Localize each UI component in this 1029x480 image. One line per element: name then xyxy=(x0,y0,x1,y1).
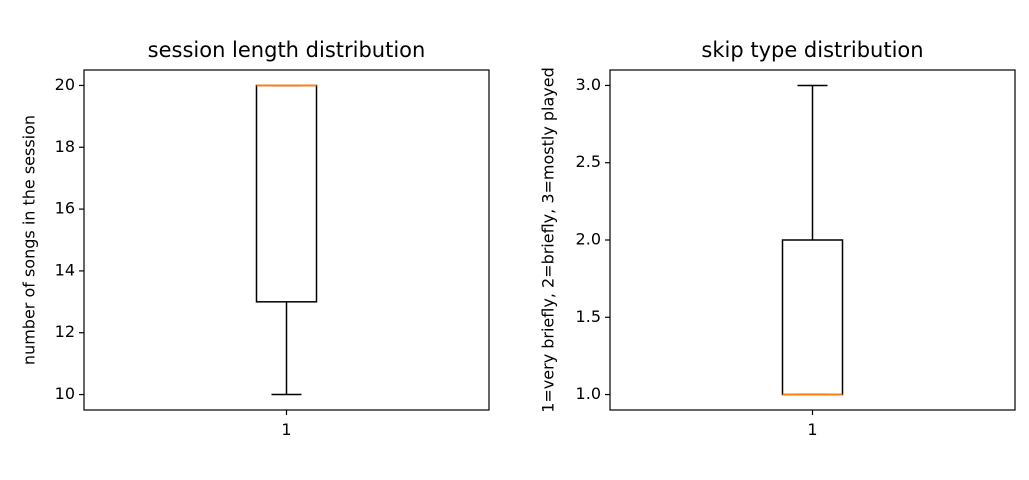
chart-title: session length distribution xyxy=(148,38,426,62)
y-tick-label: 1.0 xyxy=(576,384,601,403)
chart-title: skip type distribution xyxy=(701,38,923,62)
x-tick-label: 1 xyxy=(807,420,817,439)
chart-panel-1: session length distribution number of son… xyxy=(20,38,490,439)
y-tick-label: 18 xyxy=(55,137,75,156)
y-tick-label: 14 xyxy=(55,260,75,279)
plot-frame xyxy=(609,69,1016,411)
y-tick-label: 2.0 xyxy=(576,230,601,249)
y-tick-label: 20 xyxy=(55,75,75,94)
y-tick-label: 16 xyxy=(55,199,75,218)
y-tick-label: 2.5 xyxy=(576,152,601,171)
y-axis-label: 1=very briefly, 2=briefly, 3=mostly play… xyxy=(539,67,558,413)
y-axis-label: number of songs in the session xyxy=(20,115,39,365)
box xyxy=(781,239,844,396)
chart-panel-2: skip type distribution 1=very briefly, 2=… xyxy=(539,38,1016,439)
y-tick-label: 3.0 xyxy=(576,75,601,94)
y-tick-label: 12 xyxy=(55,322,75,341)
y-tick-label: 10 xyxy=(55,384,75,403)
box xyxy=(255,84,318,303)
y-tick-label: 1.5 xyxy=(576,307,601,326)
plot-frame xyxy=(83,69,490,411)
x-tick-label: 1 xyxy=(281,420,291,439)
